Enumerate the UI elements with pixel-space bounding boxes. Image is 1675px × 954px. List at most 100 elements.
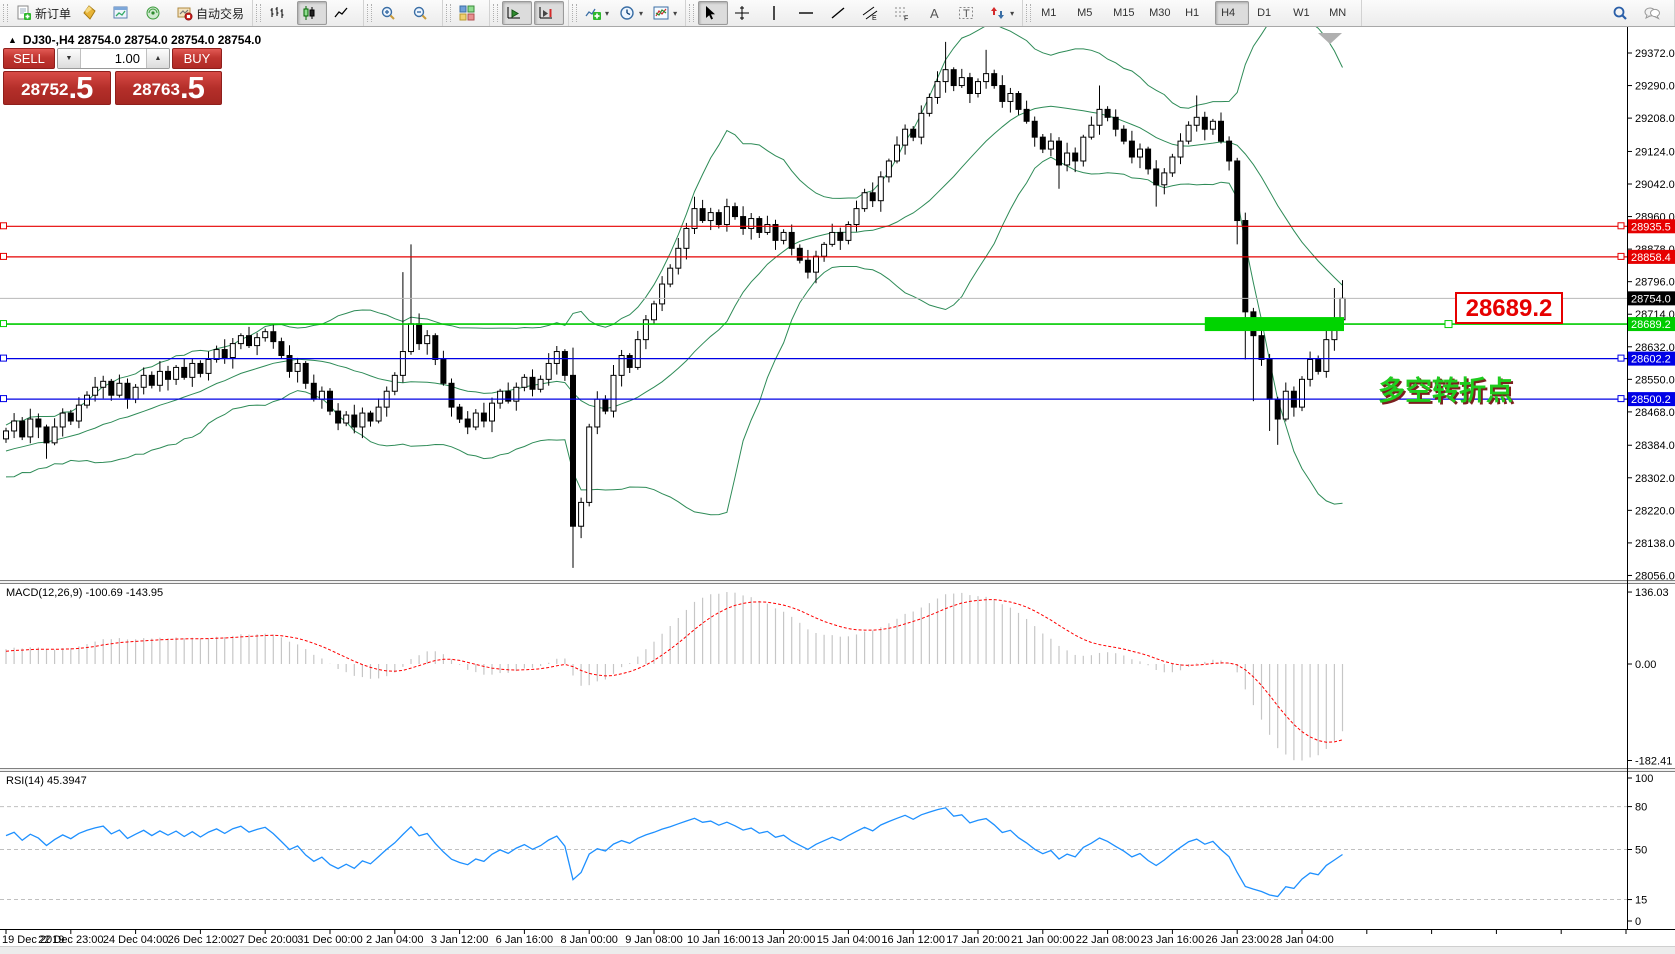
templates-button[interactable]: ▾ [649, 1, 681, 25]
time-axis-label: 31 Dec 00:00 [297, 934, 362, 946]
volume-increase-button[interactable]: ▲ [146, 49, 169, 68]
tf-w1-button[interactable]: W1 [1287, 1, 1321, 25]
rsi-pane [0, 806, 1627, 901]
periods-button[interactable]: ▾ [615, 1, 647, 25]
chart-shift-marker-icon[interactable] [1318, 33, 1342, 44]
history-center-button[interactable] [77, 1, 107, 25]
zoom-in-button[interactable] [376, 1, 406, 25]
trendline-button[interactable] [826, 1, 856, 25]
signals-button[interactable] [141, 1, 171, 25]
toolbar-group-trade: 新订单 自动交易 [0, 0, 254, 26]
crosshair-button[interactable] [730, 1, 760, 25]
candles-button[interactable] [297, 1, 328, 25]
price-axis-label: 29042.0 [1635, 179, 1675, 191]
time-axis-label: 9 Jan 08:00 [625, 934, 683, 946]
autotrading-icon [177, 5, 193, 21]
pane-splitter[interactable] [0, 768, 1675, 772]
price-tag-text: 28500.2 [1631, 394, 1671, 406]
tf-m5-button[interactable]: M5 [1071, 1, 1105, 25]
tf-m1-button[interactable]: M1 [1035, 1, 1069, 25]
candlesticks [3, 41, 1346, 568]
pane-splitter[interactable] [0, 580, 1675, 584]
toolbar-group-scroll [490, 0, 570, 26]
sell-button[interactable]: SELL [3, 48, 55, 69]
tile-windows-button[interactable] [455, 1, 485, 25]
search-button[interactable] [1608, 1, 1638, 25]
volume-decrease-button[interactable]: ▼ [58, 49, 81, 68]
line-chart-button[interactable] [329, 1, 359, 25]
label-button[interactable]: T [954, 1, 984, 25]
fibonacci-button[interactable]: F [890, 1, 920, 25]
price-tag [1628, 317, 1675, 332]
cursor-button[interactable] [698, 1, 729, 25]
hline-icon [798, 5, 814, 21]
arrows-button[interactable]: ▾ [986, 1, 1018, 25]
tf-h1-button-label: H1 [1185, 7, 1200, 19]
hline-anchor-icon[interactable] [1617, 222, 1625, 230]
vline-button[interactable] [762, 1, 792, 25]
new-chart-button[interactable] [109, 1, 139, 25]
time-axis-label: 24 Dec 04:00 [103, 934, 168, 946]
macd-axis-label: -182.41 [1635, 755, 1672, 767]
price-axis-label: 28632.0 [1635, 342, 1675, 354]
green-highlight-bar[interactable] [1204, 317, 1344, 332]
time-axis-label: 2 Jan 04:00 [366, 934, 424, 946]
text-a-icon: A [926, 5, 942, 21]
tf-m15-button[interactable]: M15 [1107, 1, 1141, 25]
tf-d1-button[interactable]: D1 [1251, 1, 1285, 25]
hline-anchor-icon[interactable] [0, 354, 7, 362]
price-chart-canvas[interactable]: 28689.2多空转折点多空转折点29372.029290.029208.029… [0, 27, 1675, 953]
time-axis-label: 17 Jan 20:00 [946, 934, 1010, 946]
collapse-panel-icon[interactable]: ▲ [8, 35, 17, 45]
bars-icon [269, 5, 285, 21]
tf-w1-button-label: W1 [1293, 7, 1310, 19]
volume-input[interactable]: 1.00 [114, 51, 140, 66]
dropdown-caret-icon: ▾ [1010, 8, 1015, 18]
zoom-out-icon [412, 5, 428, 21]
hline-anchor-icon[interactable] [0, 395, 7, 403]
crosshair-icon [734, 5, 750, 21]
autotrading-button[interactable]: 自动交易 [173, 1, 248, 25]
channel-button[interactable]: E [858, 1, 888, 25]
annotation-shadow: 多空转折点 [1380, 377, 1515, 408]
time-axis-label: 3 Jan 12:00 [431, 934, 489, 946]
template-chart-icon [653, 5, 669, 21]
tf-m30-button[interactable]: M30 [1143, 1, 1177, 25]
cursor-icon [702, 5, 718, 21]
tf-m15-button-label: M15 [1113, 7, 1135, 19]
tf-mn-button[interactable]: MN [1323, 1, 1357, 25]
tf-h4-button[interactable]: H4 [1215, 1, 1250, 25]
new-order-button[interactable]: 新订单 [12, 1, 75, 25]
buy-button[interactable]: BUY [172, 48, 222, 69]
volume-spinner: ▼ 1.00 ▲ [57, 48, 170, 69]
hline-anchor-icon[interactable] [1617, 252, 1625, 260]
trendline-icon [830, 5, 846, 21]
auto-scroll-button[interactable] [502, 1, 533, 25]
bars-button[interactable] [265, 1, 295, 25]
indicators-button[interactable]: ▾ [581, 1, 613, 25]
sell-price-display[interactable]: 28752.5 [3, 71, 111, 105]
toolbar-group-zoom [364, 0, 444, 26]
hline-anchor-icon[interactable] [1617, 395, 1625, 403]
price-axis-label: 28550.0 [1635, 374, 1675, 386]
hline-button[interactable] [794, 1, 824, 25]
price-axis-label: 28220.0 [1635, 505, 1675, 517]
chart-shift-button[interactable] [534, 1, 565, 25]
buy-price-display[interactable]: 28763.5 [114, 71, 222, 105]
price-callout-box[interactable] [1455, 292, 1563, 324]
chat-button[interactable] [1640, 1, 1670, 25]
price-tag-text: 28858.4 [1631, 252, 1671, 264]
rsi-axis-label: 0 [1635, 916, 1641, 928]
tf-h1-button[interactable]: H1 [1179, 1, 1213, 25]
hline-anchor-icon[interactable] [1617, 354, 1625, 362]
price-tag [1628, 291, 1675, 306]
hline-anchor-icon[interactable] [0, 222, 7, 230]
hline-anchor-icon[interactable] [1444, 320, 1453, 329]
chart-window: 28689.2 多空转折点 多空转折点 29372.0 29290.0 29208.0 29… [0, 27, 1675, 954]
hline-anchor-icon[interactable] [0, 320, 7, 328]
zoom-out-button[interactable] [408, 1, 438, 25]
symbol-ohlc-text: DJ30-,H4 28754.0 28754.0 28754.0 28754.0 [22, 33, 262, 47]
hline-anchor-icon[interactable] [0, 252, 7, 260]
yellow-gem-icon [81, 5, 97, 21]
text-button[interactable]: A [922, 1, 952, 25]
